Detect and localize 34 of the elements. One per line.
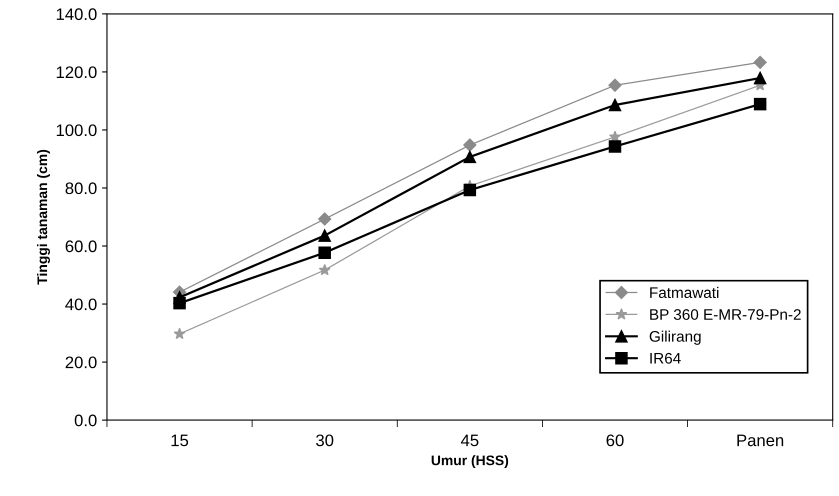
x-axis-title: Umur (HSS) [432,455,508,468]
y-tick-label: 40.0 [65,298,97,310]
point [463,138,476,152]
point [318,264,331,276]
legend-label: Gilirang [650,330,701,345]
x-tick-label: Panen [737,434,784,446]
point [318,246,331,259]
y-tick-label: 80.0 [66,182,97,194]
y-tick-label: 0.0 [74,414,97,426]
point [754,98,766,110]
point [608,140,622,153]
legend-label: BP 360 E-MR-79-Pn-2 [650,309,801,320]
point [754,72,766,84]
y-axis-title: Tinggi tanaman (cm) [36,150,50,285]
x-tick-label: 60 [606,434,624,446]
point [754,56,767,69]
y-tick-label: 60.0 [66,240,97,252]
point [608,98,622,112]
point [318,229,331,242]
y-tick-label: 100.0 [56,124,97,136]
point [174,328,186,340]
point [464,184,476,196]
y-tick-label: 140.0 [56,8,97,20]
x-tick-label: 15 [172,434,188,446]
point [173,296,186,310]
legend-label: IR64 [650,352,681,364]
point [608,78,622,92]
x-tick-label: 30 [316,434,334,446]
y-tick-label: 20.0 [66,356,97,368]
y-tick-label: 120.0 [56,66,97,78]
legend-label: Fatmawati [650,286,718,298]
point [464,150,476,164]
point [318,212,332,226]
x-tick-label: 45 [460,434,478,446]
